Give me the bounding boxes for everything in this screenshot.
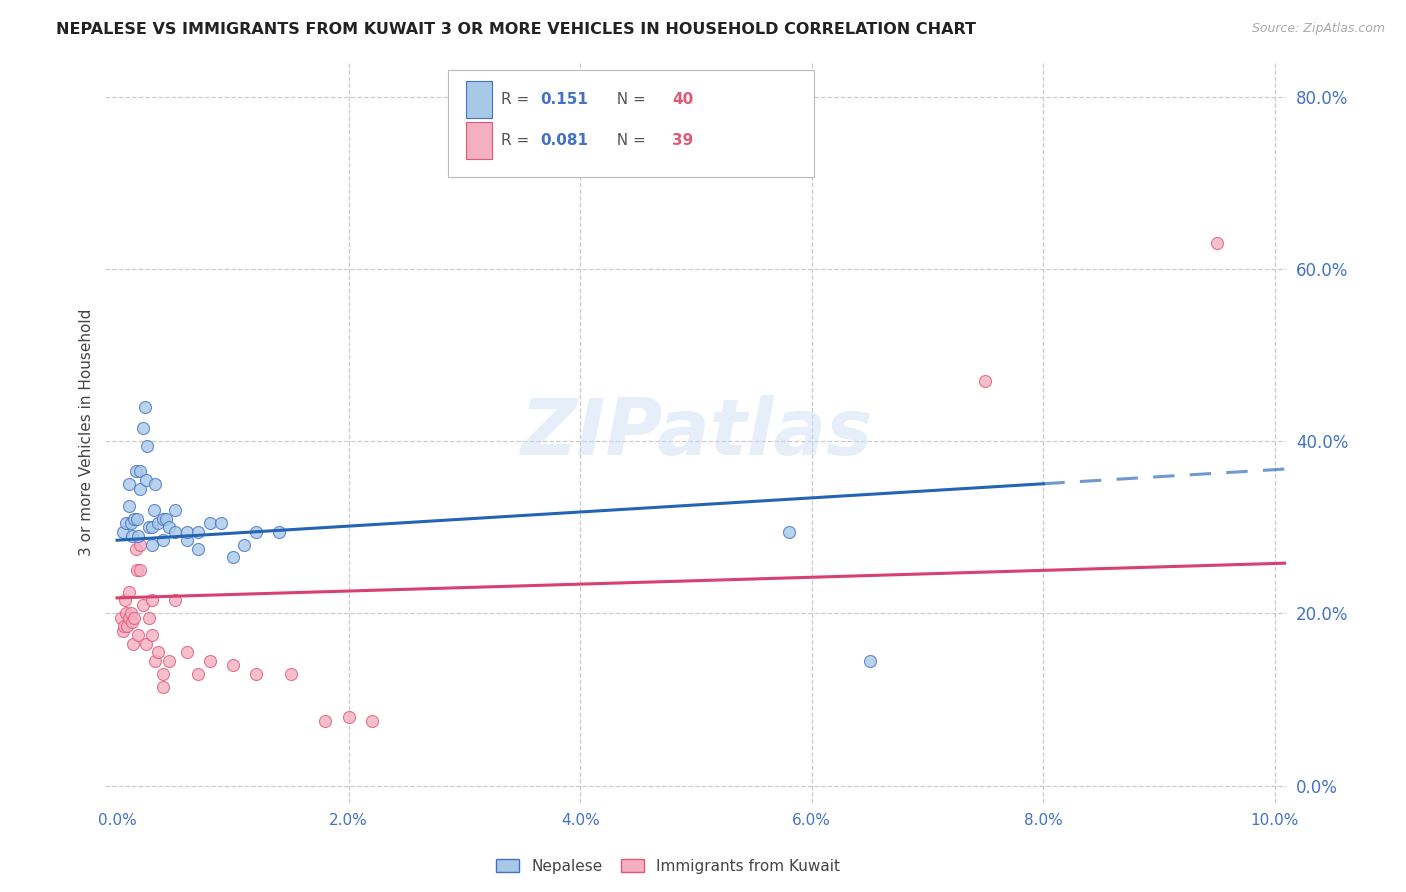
- Point: [115, 516, 138, 530]
- Point: [187, 524, 209, 539]
- Point: [122, 636, 145, 650]
- Point: [222, 658, 245, 673]
- Point: [314, 714, 336, 728]
- Point: [187, 541, 209, 556]
- Point: [198, 516, 221, 530]
- Point: [157, 654, 180, 668]
- Point: [120, 516, 142, 530]
- FancyBboxPatch shape: [449, 70, 814, 178]
- Point: [129, 482, 152, 496]
- Point: [152, 666, 174, 681]
- Point: [115, 607, 138, 621]
- Point: [125, 563, 148, 577]
- Point: [117, 477, 139, 491]
- Text: N =: N =: [607, 92, 651, 107]
- Point: [222, 550, 245, 565]
- Point: [112, 619, 135, 633]
- Point: [146, 645, 169, 659]
- Point: [127, 529, 149, 543]
- Point: [138, 611, 160, 625]
- Point: [121, 615, 143, 629]
- Point: [152, 533, 174, 548]
- Point: [176, 645, 198, 659]
- Point: [163, 503, 186, 517]
- Text: 40: 40: [672, 92, 693, 107]
- Point: [360, 714, 382, 728]
- Point: [141, 628, 163, 642]
- Point: [187, 666, 209, 681]
- Point: [117, 611, 139, 625]
- Point: [143, 477, 166, 491]
- Point: [157, 520, 180, 534]
- Text: 39: 39: [672, 133, 693, 148]
- FancyBboxPatch shape: [465, 81, 492, 118]
- Point: [111, 524, 134, 539]
- Point: [117, 619, 139, 633]
- Text: R =: R =: [501, 92, 534, 107]
- Point: [124, 464, 146, 478]
- Legend: Nepalese, Immigrants from Kuwait: Nepalese, Immigrants from Kuwait: [489, 853, 846, 880]
- Point: [233, 537, 256, 551]
- Text: R =: R =: [501, 133, 534, 148]
- Point: [337, 709, 360, 723]
- Point: [127, 628, 149, 642]
- Point: [209, 516, 232, 530]
- Text: 0.081: 0.081: [540, 133, 588, 148]
- Point: [129, 563, 152, 577]
- Point: [135, 636, 157, 650]
- Point: [136, 438, 159, 452]
- Point: [141, 520, 163, 534]
- Text: N =: N =: [607, 133, 651, 148]
- Point: [131, 421, 153, 435]
- Point: [245, 666, 267, 681]
- Point: [134, 400, 156, 414]
- Point: [146, 516, 169, 530]
- Point: [135, 473, 157, 487]
- Point: [114, 593, 136, 607]
- Point: [152, 680, 174, 694]
- Point: [245, 524, 267, 539]
- Point: [110, 611, 132, 625]
- Point: [120, 607, 142, 621]
- Point: [141, 593, 163, 607]
- Text: Source: ZipAtlas.com: Source: ZipAtlas.com: [1251, 22, 1385, 36]
- Point: [117, 585, 139, 599]
- FancyBboxPatch shape: [465, 121, 492, 159]
- Point: [1206, 236, 1229, 251]
- Point: [269, 524, 291, 539]
- Point: [124, 541, 146, 556]
- Text: NEPALESE VS IMMIGRANTS FROM KUWAIT 3 OR MORE VEHICLES IN HOUSEHOLD CORRELATION C: NEPALESE VS IMMIGRANTS FROM KUWAIT 3 OR …: [56, 22, 976, 37]
- Text: 0.151: 0.151: [540, 92, 588, 107]
- Point: [176, 533, 198, 548]
- Point: [131, 598, 153, 612]
- Point: [176, 524, 198, 539]
- Point: [143, 654, 166, 668]
- Point: [129, 537, 152, 551]
- Point: [124, 512, 146, 526]
- Point: [163, 524, 186, 539]
- Point: [129, 464, 152, 478]
- Point: [121, 529, 143, 543]
- Point: [117, 499, 139, 513]
- Point: [778, 524, 800, 539]
- Point: [155, 512, 177, 526]
- Point: [125, 512, 148, 526]
- Point: [111, 624, 134, 638]
- Y-axis label: 3 or more Vehicles in Household: 3 or more Vehicles in Household: [79, 309, 94, 557]
- Point: [152, 512, 174, 526]
- Point: [974, 374, 997, 388]
- Point: [859, 654, 882, 668]
- Point: [138, 520, 160, 534]
- Point: [280, 666, 302, 681]
- Point: [124, 611, 146, 625]
- Point: [141, 537, 163, 551]
- Text: ZIPatlas: ZIPatlas: [520, 394, 872, 471]
- Point: [198, 654, 221, 668]
- Point: [163, 593, 186, 607]
- Point: [143, 503, 166, 517]
